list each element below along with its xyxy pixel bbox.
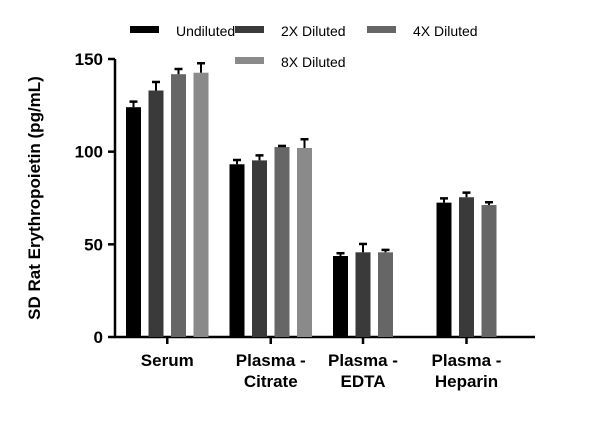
x-tick-label: Plasma -: [432, 351, 502, 370]
bar: [274, 147, 290, 337]
y-tick-label: 100: [75, 143, 103, 162]
x-tick-label: Plasma -: [236, 351, 306, 370]
x-tick-label: Serum: [141, 351, 194, 370]
x-tick-label: Plasma -: [328, 351, 398, 370]
legend-swatch: [130, 26, 159, 33]
legend-label: 8X Diluted: [281, 54, 346, 70]
y-tick-label: 150: [75, 50, 103, 69]
legend-swatch: [235, 57, 264, 64]
y-tick-label: 50: [84, 235, 103, 254]
bar: [333, 256, 348, 337]
bar: [481, 205, 497, 337]
bar: [252, 160, 267, 337]
bar: [148, 90, 164, 337]
y-axis-label: SD Rat Erythropoietin (pg/mL): [25, 76, 44, 320]
bar: [436, 202, 452, 337]
bar: [126, 107, 141, 337]
x-tick-label: EDTA: [340, 372, 385, 391]
legend-swatch: [367, 26, 396, 33]
bar: [229, 164, 245, 337]
x-tick-label: Citrate: [244, 372, 298, 391]
bar: [378, 252, 393, 337]
y-tick-label: 0: [94, 328, 103, 347]
bar: [459, 197, 474, 337]
bar: [355, 252, 371, 337]
bar: [193, 72, 209, 338]
x-tick-label: Heparin: [435, 372, 498, 391]
legend-label: Undiluted: [176, 23, 235, 39]
legend-label: 2X Diluted: [281, 23, 346, 39]
legend-label: 4X Diluted: [413, 23, 478, 39]
bar: [297, 147, 312, 337]
legend-swatch: [235, 26, 264, 33]
bar: [171, 74, 186, 338]
